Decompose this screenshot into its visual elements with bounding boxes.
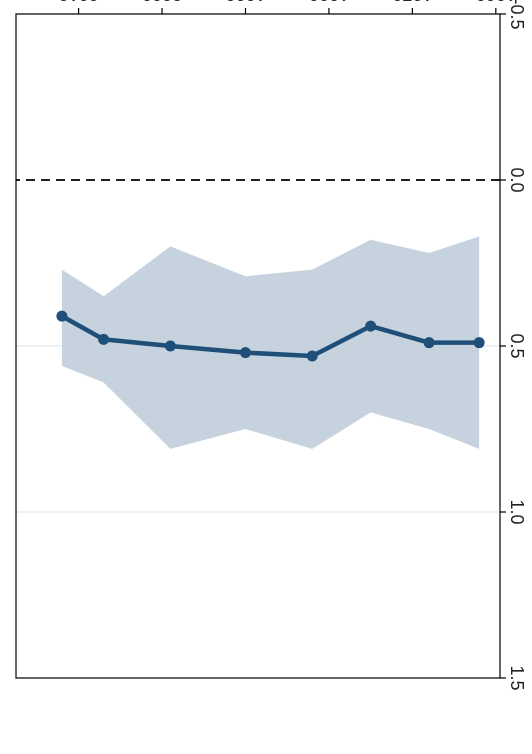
y-tick-label-3: 1.0 (507, 499, 527, 524)
data-point-1990 (239, 347, 251, 359)
data-point-1975 (365, 320, 377, 332)
series-line (60, 314, 480, 359)
x-tick-label-4: 2000 (142, 0, 182, 4)
x-tick-label-2: 1980 (309, 0, 349, 4)
data-point-2012 (56, 310, 68, 322)
x-tick-label-0: 1960 (476, 0, 516, 4)
y-tick-label-4: 1.5 (507, 665, 527, 690)
estimate-points (56, 310, 485, 362)
data-point-2007 (98, 333, 110, 345)
data-point-1968 (423, 337, 435, 349)
data-point-1962 (473, 337, 485, 349)
data-point-1982 (306, 350, 318, 362)
confidence-band (61, 236, 480, 449)
x-tick-label-1: 1970 (392, 0, 432, 4)
y-tick-label-1: 0.0 (507, 167, 527, 192)
estimate-line (60, 314, 480, 359)
x-tick-label-5: 2010 (59, 0, 99, 4)
y-axis-ticks: -0.5 0.0 0.5 1.0 1.5 (500, 0, 527, 691)
data-point-1999 (164, 340, 176, 352)
y-tick-label-0: -0.5 (507, 0, 527, 30)
x-axis-ticks: 1960 1970 1980 1990 2000 2010 (59, 0, 516, 14)
x-tick-label-3: 1990 (225, 0, 265, 4)
ci-band (61, 236, 480, 449)
y-tick-label-2: 0.5 (507, 333, 527, 358)
rotated-plot: 1960 1970 1980 1990 2000 2010 -0.5 0.0 0.5 1.0 1.… (15, 0, 527, 691)
